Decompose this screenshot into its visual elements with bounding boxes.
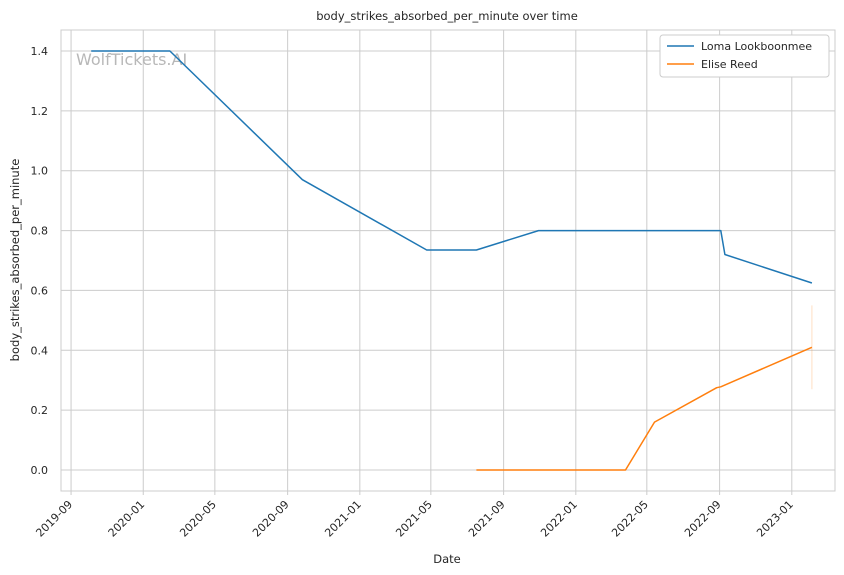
legend-label-elise: Elise Reed: [701, 58, 758, 71]
chart-title: body_strikes_absorbed_per_minute over ti…: [316, 9, 578, 23]
grid: [61, 30, 835, 491]
y-tick-label: 0.8: [31, 225, 49, 238]
plot-frame: [60, 29, 836, 492]
series-layer: [91, 50, 813, 471]
series-line-0: [91, 50, 813, 284]
y-axis-ticks: 0.0 0.2 0.4 0.6 0.8 1.0 1.2 1.4: [31, 45, 49, 477]
legend: Loma Lookboonmee Elise Reed: [659, 34, 830, 78]
legend-box: [659, 34, 830, 78]
y-axis-title: body_strikes_absorbed_per_minute: [8, 159, 22, 362]
watermark: WolfTickets.AI: [76, 50, 187, 69]
x-axis-title: Date: [433, 552, 461, 566]
y-tick-label: 0.4: [31, 344, 49, 357]
y-tick-label: 0.0: [31, 464, 49, 477]
series-line-1: [476, 346, 813, 471]
y-tick-label: 0.2: [31, 404, 49, 417]
y-tick-label: 0.6: [31, 284, 49, 297]
y-tick-label: 1.4: [31, 45, 49, 58]
legend-label-loma: Loma Lookboonmee: [701, 40, 812, 53]
y-tick-label: 1.2: [31, 105, 49, 118]
y-tick-label: 1.0: [31, 165, 49, 178]
